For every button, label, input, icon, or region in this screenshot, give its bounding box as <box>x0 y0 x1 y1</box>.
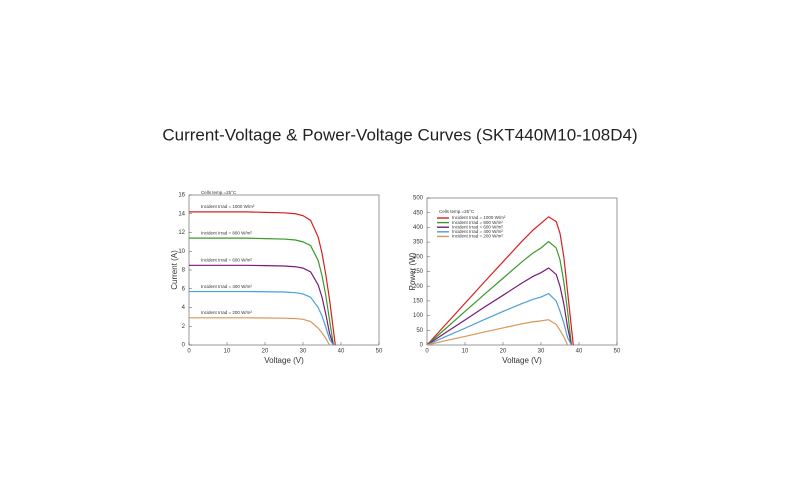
y-tick-label: 150 <box>413 298 424 304</box>
y-tick-label: 500 <box>413 196 424 202</box>
y-tick-label: 8 <box>182 268 186 274</box>
x-tick-label: 20 <box>262 349 269 355</box>
x-tick-label: 20 <box>500 349 507 355</box>
series-label: Incident Irrad = 400 W/m² <box>201 284 252 289</box>
series-label: Incident Irrad = 600 W/m² <box>201 258 252 263</box>
x-axis-label: Voltage (V) <box>502 356 542 365</box>
y-tick-label: 10 <box>178 249 185 255</box>
y-tick-label: 450 <box>413 210 424 216</box>
series-line <box>426 292 572 346</box>
y-axis-label: Current (A) <box>170 250 179 290</box>
x-tick-label: 30 <box>538 349 545 355</box>
y-tick-label: 250 <box>413 269 424 275</box>
series-line <box>189 317 331 346</box>
y-tick-label: 2 <box>182 324 186 330</box>
series-line <box>189 237 334 346</box>
x-axis-label: Voltage (V) <box>264 356 304 365</box>
legend-label: Incident Irrad = 400 W/m² <box>452 229 503 234</box>
x-tick-label: 0 <box>425 349 429 355</box>
series-line <box>189 264 334 346</box>
legend-label: Incident Irrad = 800 W/m² <box>452 220 503 225</box>
x-tick-label: 10 <box>462 349 469 355</box>
series-line <box>189 211 336 346</box>
y-tick-label: 300 <box>413 254 424 260</box>
page-title: Current-Voltage & Power-Voltage Curves (… <box>162 125 637 144</box>
y-tick-label: 50 <box>416 328 423 334</box>
y-tick-label: 4 <box>182 305 186 311</box>
y-axis-label: Power (W) <box>408 252 417 290</box>
series-line <box>426 216 574 346</box>
y-tick-label: 200 <box>413 284 424 290</box>
legend-label: Incident Irrad = 600 W/m² <box>452 224 503 229</box>
series-label: Incident Irrad = 1000 W/m² <box>201 204 255 209</box>
y-tick-label: 0 <box>420 343 424 349</box>
x-tick-label: 40 <box>576 349 583 355</box>
x-tick-label: 50 <box>614 349 621 355</box>
legend-label: Incident Irrad = 1000 W/m² <box>452 215 506 220</box>
y-tick-label: 350 <box>413 240 424 246</box>
y-tick-label: 400 <box>413 225 424 231</box>
series-label: Incident Irrad = 800 W/m² <box>201 230 252 235</box>
x-tick-label: 30 <box>300 349 307 355</box>
series-line <box>189 290 334 346</box>
legend-label: Incident Irrad = 200 W/m² <box>452 234 503 239</box>
y-tick-label: 12 <box>178 230 185 236</box>
y-tick-label: 100 <box>413 313 424 319</box>
annotation: Cells temp.=25°C <box>201 190 237 195</box>
series-line <box>426 267 572 346</box>
annotation: Cells temp.=25°C <box>439 209 475 214</box>
y-tick-label: 0 <box>182 343 186 349</box>
series-line <box>426 240 572 346</box>
y-tick-label: 6 <box>182 286 186 292</box>
y-tick-label: 14 <box>178 211 185 217</box>
x-tick-label: 50 <box>376 349 383 355</box>
y-tick-label: 16 <box>178 193 185 199</box>
series-label: Incident Irrad = 200 W/m² <box>201 310 252 315</box>
series-line <box>426 319 569 346</box>
x-tick-label: 10 <box>224 349 231 355</box>
x-tick-label: 0 <box>187 349 191 355</box>
x-tick-label: 40 <box>338 349 345 355</box>
